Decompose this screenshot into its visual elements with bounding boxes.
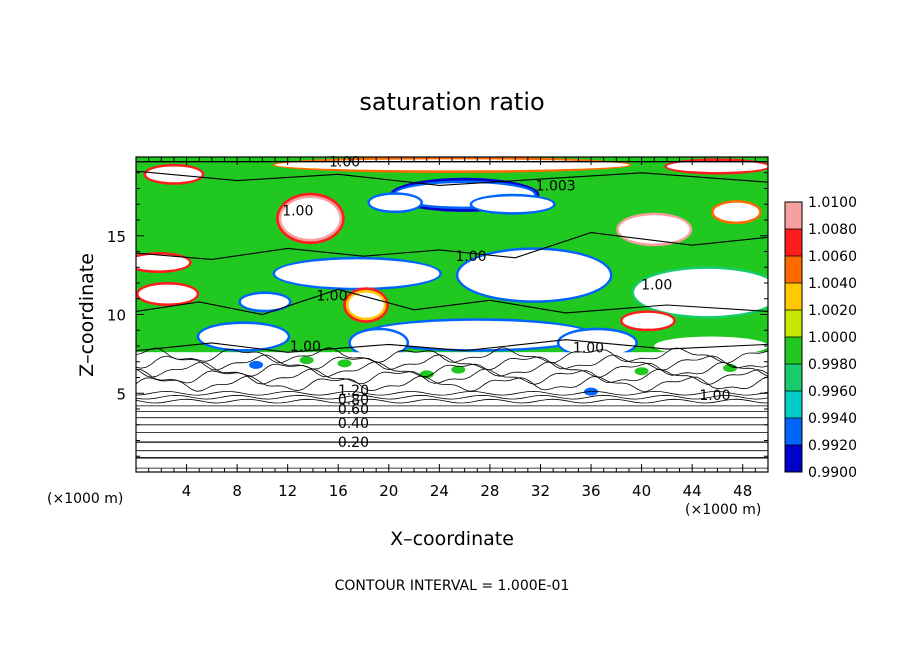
contour-label: 1.00: [455, 249, 486, 265]
colorbar-swatch: [785, 256, 802, 284]
colorbar-label: 1.0000: [808, 330, 857, 346]
contour-line: [136, 347, 768, 364]
chart-title: saturation ratio: [359, 88, 545, 116]
contour-line: [136, 394, 768, 400]
contour-label: 1.00: [329, 155, 360, 171]
x-tick-label: 28: [480, 482, 499, 500]
contour-line: [136, 390, 768, 396]
contour-line: [136, 339, 768, 353]
x-tick-label: 24: [430, 482, 449, 500]
colorbar-swatch: [785, 283, 802, 311]
field-patch: [348, 327, 410, 359]
field-patch: [238, 291, 292, 313]
colorbar-swatch: [785, 445, 802, 473]
contour-label: 1.00: [699, 388, 730, 404]
x-tick-label: 16: [329, 482, 348, 500]
contour-line: [136, 375, 768, 392]
contour-label: 0.80: [338, 393, 369, 409]
contour-label: 0.60: [338, 402, 369, 418]
contour-line: [136, 354, 768, 371]
contour-interval-note: CONTOUR INTERVAL = 1.000E-01: [334, 578, 570, 594]
colorbar-label: 0.9920: [808, 438, 857, 454]
field-patch: [389, 177, 540, 212]
field-patch: [367, 192, 423, 214]
colorbar-label: 1.0100: [808, 195, 857, 211]
field-patch: [276, 192, 345, 245]
x-axis-label: X–coordinate: [390, 528, 514, 550]
x-tick-label: 36: [581, 482, 600, 500]
colorbar-label: 1.0060: [808, 249, 857, 265]
x-tick-label: 8: [232, 482, 242, 500]
contour-label: 1.00: [641, 278, 672, 294]
colorbar-swatch: [785, 229, 802, 257]
field-patch: [723, 364, 738, 373]
contour-label: 1.00: [573, 341, 604, 357]
field-patch: [337, 359, 352, 368]
colorbar-swatch: [785, 202, 802, 230]
x-axis-unit: (×1000 m): [685, 502, 762, 518]
colorbar-label: 0.9980: [808, 357, 857, 373]
x-tick-label: 32: [531, 482, 550, 500]
field-patch: [299, 356, 314, 365]
field-patch: [136, 252, 192, 273]
colorbar-label: 0.9900: [808, 465, 857, 481]
contour-label: 1.00: [316, 289, 347, 305]
colorbar-label: 1.0040: [808, 276, 857, 292]
contour-label: 1.00: [282, 204, 313, 220]
field-patch: [711, 200, 762, 225]
colorbar-label: 1.0080: [808, 222, 857, 238]
colorbar-swatch: [785, 391, 802, 419]
field-patch: [343, 287, 389, 323]
field-patch: [469, 193, 556, 215]
x-tick-label: 40: [632, 482, 651, 500]
contour-label: 1.003: [536, 178, 576, 194]
field-patch: [455, 247, 613, 303]
contour-label: 0.20: [338, 435, 369, 451]
colorbar-label: 1.0020: [808, 303, 857, 319]
contour-label: 1.00: [290, 339, 321, 355]
colorbar-label: 0.9940: [808, 411, 857, 427]
y-axis-unit: (×1000 m): [47, 491, 124, 507]
contour-line: [136, 361, 768, 378]
field-lower: [136, 352, 768, 472]
x-tick-label: 48: [733, 482, 752, 500]
field-patch: [654, 336, 768, 356]
contour-line: [136, 398, 768, 404]
field-patch: [451, 365, 466, 374]
x-tick-label: 4: [182, 482, 192, 500]
x-tick-label: 20: [379, 482, 398, 500]
field-patch: [272, 256, 442, 291]
field-patch: [249, 360, 264, 369]
contour-label: 0.40: [338, 416, 369, 432]
contour-line: [136, 288, 768, 316]
colorbar-swatch: [785, 418, 802, 446]
field-patch: [620, 310, 676, 332]
colorbar-swatch: [785, 364, 802, 392]
field-patch: [634, 367, 649, 376]
colorbar-swatch: [785, 337, 802, 365]
x-tick-label: 12: [278, 482, 297, 500]
contour-label: 1.20: [338, 383, 369, 399]
field-patch: [136, 281, 200, 307]
colorbar-label: 0.9960: [808, 384, 857, 400]
y-tick-label: 5: [116, 385, 126, 403]
y-tick-label: 15: [107, 228, 126, 246]
x-tick-label: 44: [683, 482, 702, 500]
field-patch: [616, 212, 693, 247]
contour-line: [136, 170, 768, 186]
y-tick-label: 10: [107, 307, 126, 325]
colorbar-swatch: [785, 310, 802, 338]
contour-line: [136, 232, 768, 260]
